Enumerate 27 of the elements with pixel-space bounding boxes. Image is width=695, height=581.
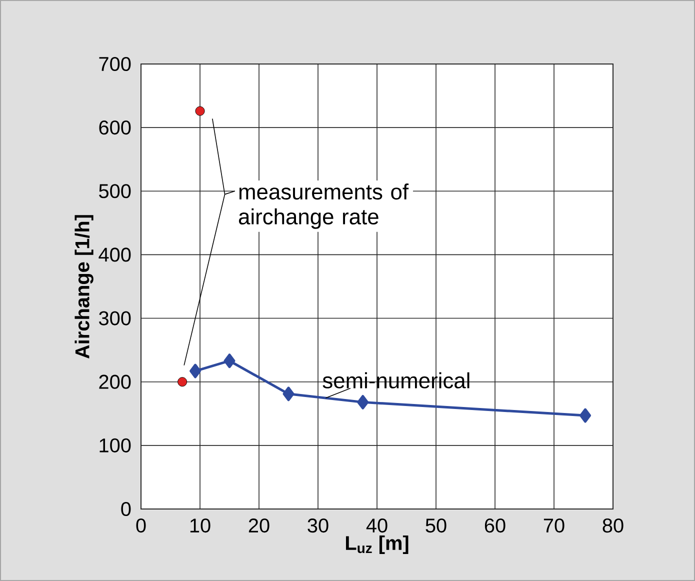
- y-tick-label: 400: [98, 248, 131, 262]
- point: [178, 377, 188, 387]
- y-tick-label: 300: [99, 311, 131, 326]
- point: [357, 394, 369, 410]
- y-tick-label: 600: [99, 120, 131, 135]
- annotation: measurements of airchange rate: [238, 184, 409, 229]
- point: [580, 408, 592, 423]
- point: [195, 106, 205, 116]
- point: [224, 354, 236, 368]
- x-tick-label: 70: [544, 518, 564, 533]
- x-tick-label: 40: [366, 518, 388, 533]
- x-tick-label: 50: [426, 518, 446, 533]
- y-axis-title: Airchange [1/h]: [74, 215, 94, 358]
- x-tick-label: 60: [484, 518, 506, 533]
- x-tick-label: 20: [248, 518, 270, 533]
- x-tick-label: 80: [602, 518, 624, 533]
- x-axis-title: L$_{uz}$ [m]: [346, 535, 408, 554]
- x-tick-label: 30: [308, 518, 328, 533]
- y-tick-label: 200: [99, 374, 131, 389]
- point: [282, 386, 294, 402]
- y-tick-label: 100: [100, 438, 131, 452]
- x-tick-label: 0: [136, 518, 146, 533]
- y-tick-label: 0: [121, 502, 131, 516]
- y-tick-label: 500: [99, 184, 131, 198]
- point: [190, 364, 202, 378]
- y-tick-label: 700: [99, 56, 131, 72]
- x-tick-label: 10: [190, 518, 210, 533]
